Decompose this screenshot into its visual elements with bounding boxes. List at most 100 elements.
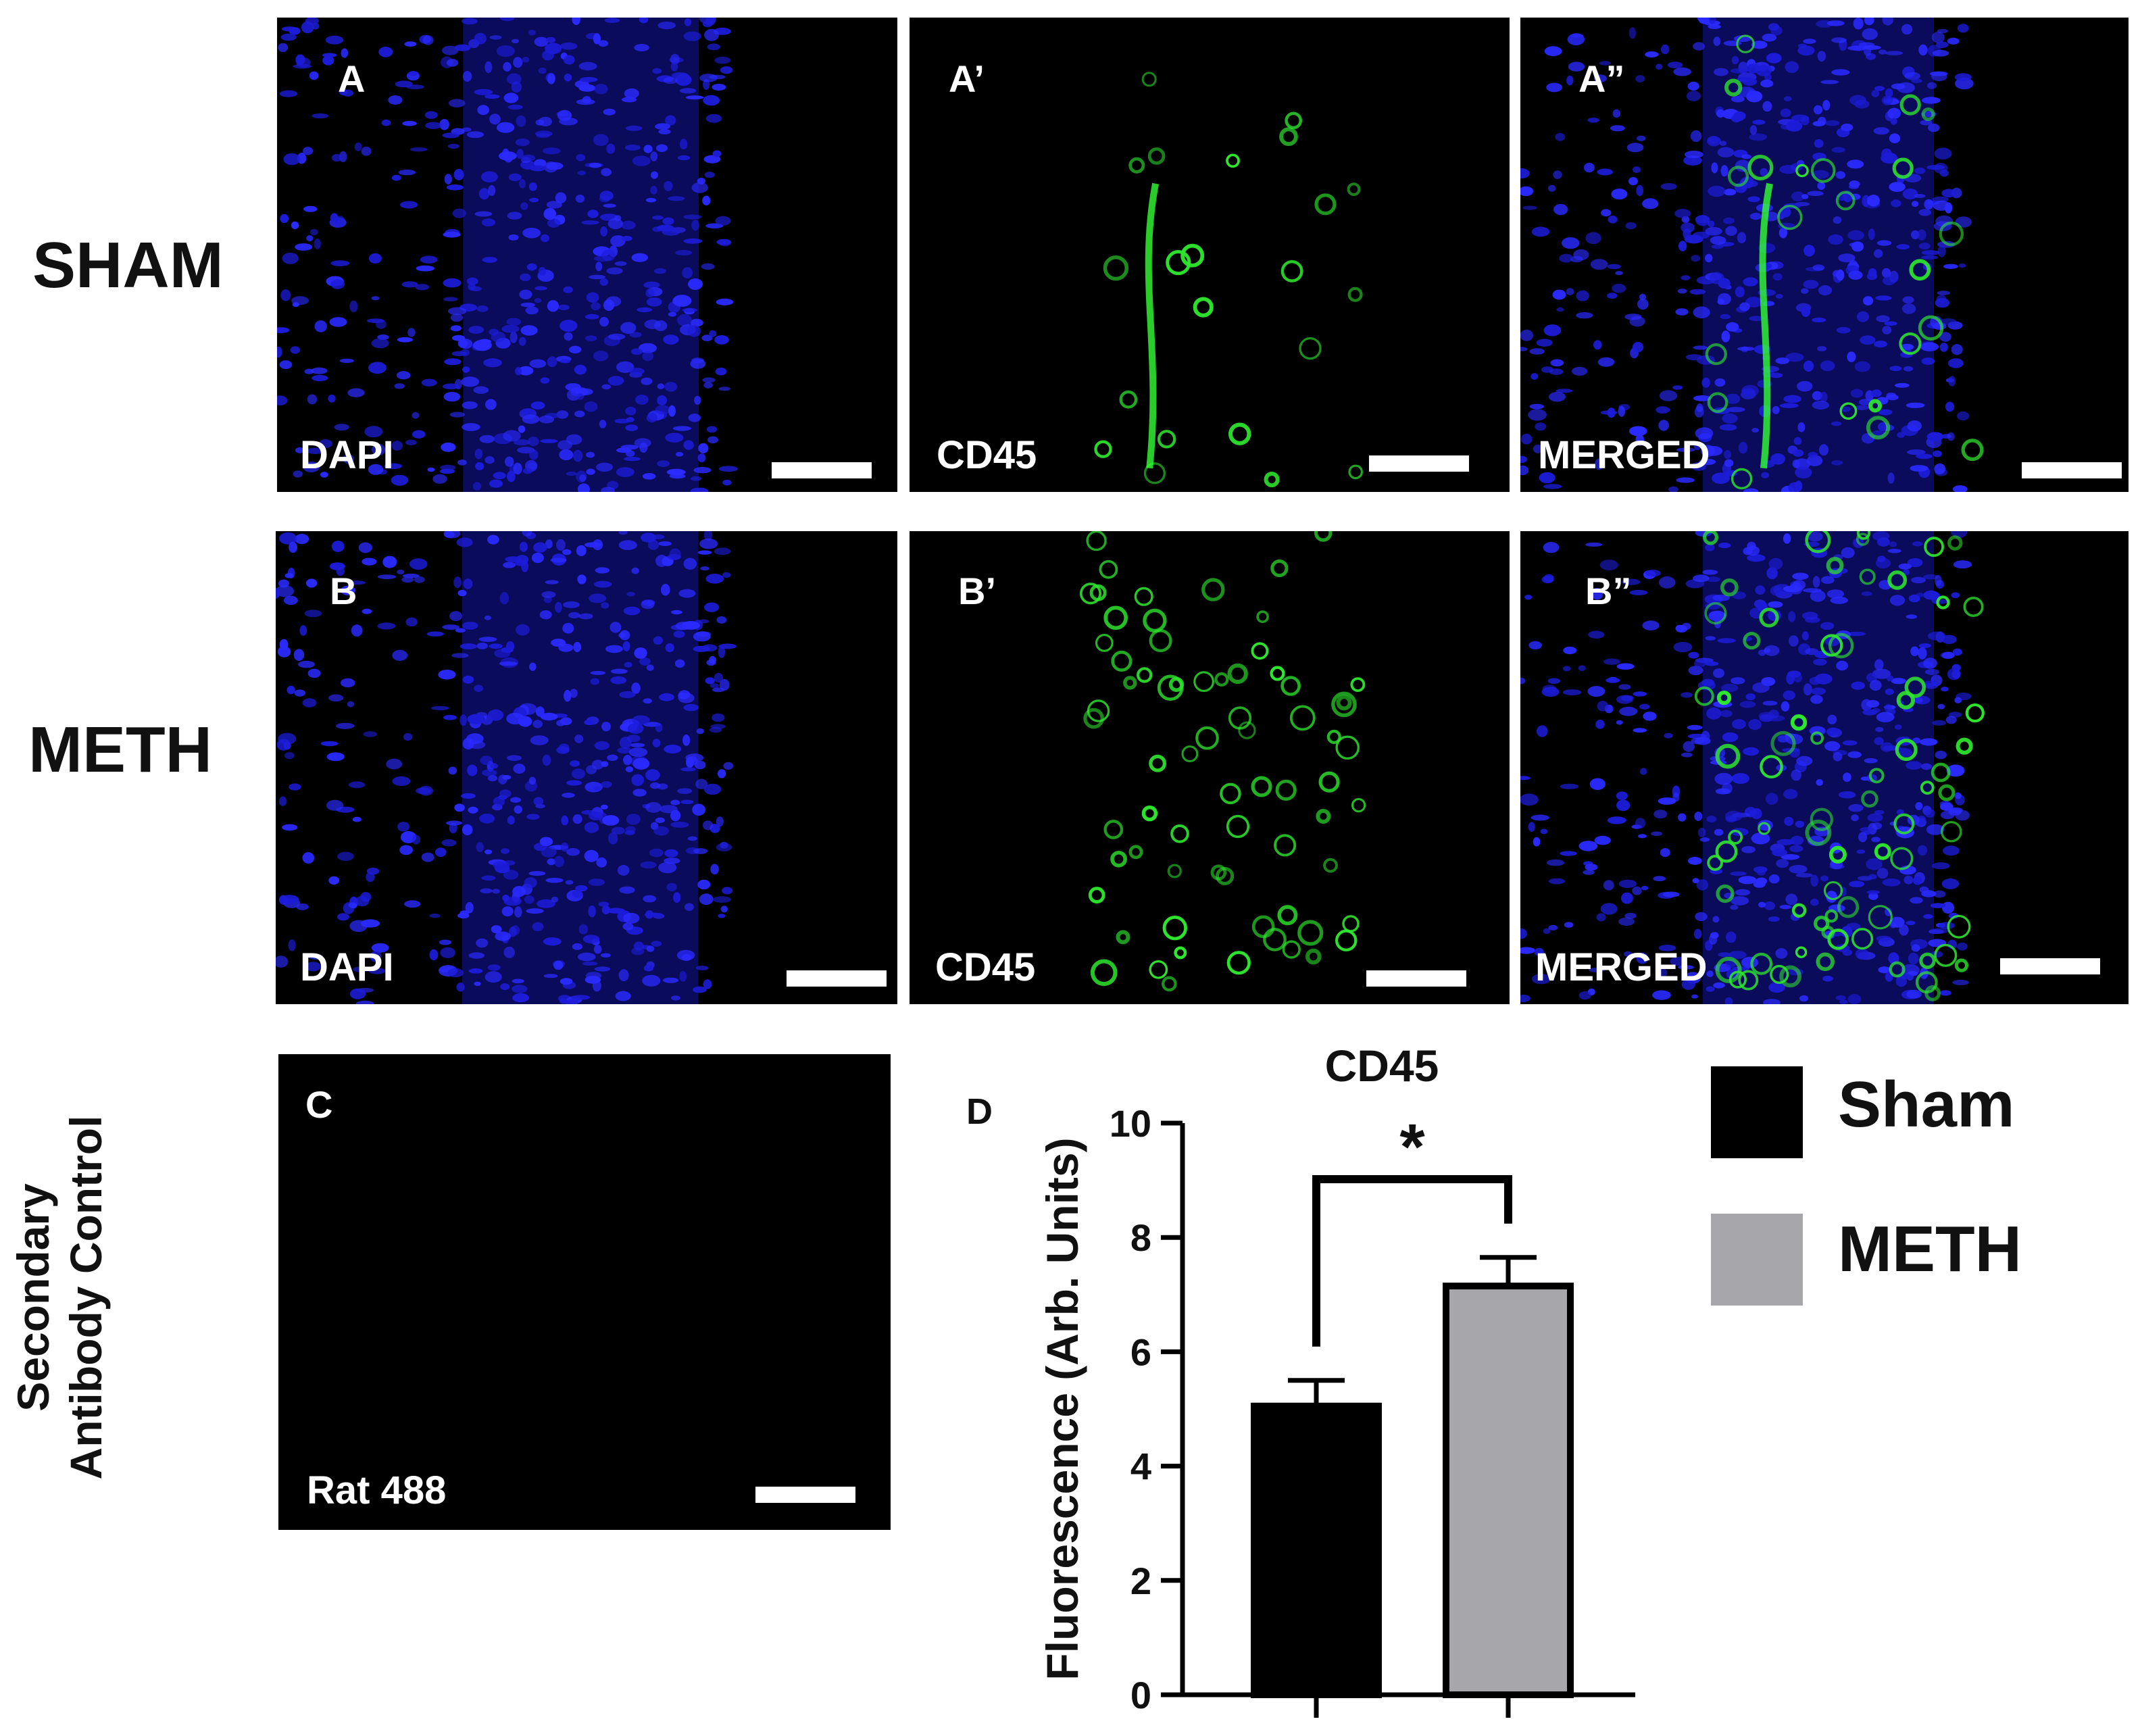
nucleus-dot: [474, 211, 493, 217]
nucleus-dot: [1645, 51, 1659, 57]
nucleus-dot: [503, 430, 521, 442]
nucleus-dot: [441, 442, 456, 452]
cd45-cell: [1705, 343, 1727, 366]
cd45-cell: [1890, 847, 1914, 870]
nucleus-dot: [1762, 101, 1772, 112]
nucleus-dot: [1544, 46, 1562, 57]
cd45-cell: [1299, 337, 1322, 360]
nucleus-dot: [479, 435, 495, 443]
nucleus-dot: [1882, 878, 1901, 887]
nucleus-dot: [474, 89, 493, 95]
cd45-cell: [1289, 705, 1316, 731]
nucleus-dot: [631, 683, 641, 694]
nucleus-dot: [1957, 411, 1970, 421]
nucleus-dot: [586, 468, 595, 475]
nucleus-dot: [378, 47, 393, 57]
nucleus-dot: [293, 470, 303, 478]
cd45-cell: [1921, 107, 1935, 122]
nucleus-dot: [558, 643, 574, 652]
nucleus-dot: [280, 895, 299, 904]
nucleus-dot: [1926, 432, 1944, 441]
nucleus-dot: [425, 122, 442, 129]
nucleus-dot: [1820, 391, 1828, 403]
nucleus-dot: [1714, 828, 1724, 836]
cd45-cell: [1936, 595, 1950, 610]
nucleus-dot: [1948, 376, 1956, 387]
nucleus-dot: [306, 447, 325, 454]
nucleus-dot: [1641, 885, 1649, 891]
nucleus-dot: [484, 849, 493, 855]
nucleus-dot: [481, 218, 495, 227]
nucleus-dot: [601, 249, 616, 262]
nucleus-dot: [518, 716, 532, 727]
nucleus-dot: [484, 456, 495, 464]
nucleus-dot: [720, 906, 728, 913]
nucleus-dot: [645, 197, 657, 203]
nucleus-dot: [1783, 533, 1791, 544]
nucleus-dot: [630, 743, 645, 747]
cd45-cell: [1743, 632, 1761, 650]
nucleus-dot: [1731, 896, 1749, 906]
nucleus-dot: [1911, 944, 1920, 952]
nucleus-dot: [329, 562, 345, 570]
cd45-cell: [1170, 824, 1189, 843]
nucleus-dot: [1524, 595, 1533, 600]
nucleus-dot: [581, 220, 599, 225]
nucleus-dot: [639, 343, 657, 353]
nucleus-dot: [526, 908, 544, 914]
nucleus-dot: [662, 217, 674, 225]
nucleus-dot: [615, 991, 631, 1001]
nucleus-dot: [279, 796, 287, 806]
nucleus-dot: [528, 29, 536, 36]
nucleus-dot: [322, 55, 334, 66]
nucleus-dot: [1735, 159, 1751, 172]
nucleus-dot: [1752, 682, 1770, 693]
nucleus-dot: [1765, 793, 1778, 805]
cd45-cell: [1728, 970, 1747, 989]
cd45-cell: [1961, 439, 1984, 462]
nucleus-dot: [589, 812, 603, 820]
nucleus-dot: [1910, 465, 1929, 472]
cd45-cell: [1956, 737, 1973, 755]
nucleus-dot: [432, 474, 447, 484]
cd45-cell: [1274, 834, 1297, 857]
nucleus-dot: [665, 115, 676, 126]
nucleus-dot: [1851, 814, 1859, 822]
nucleus-dot: [639, 658, 651, 666]
nucleus-dot: [683, 31, 701, 41]
nucleus-dot: [618, 540, 637, 550]
nucleus-dot: [546, 201, 562, 209]
cd45-cell: [1889, 961, 1906, 978]
nucleus-dot: [1748, 719, 1762, 730]
nucleus-dot: [1698, 18, 1710, 24]
nucleus-dot: [1622, 578, 1641, 585]
nucleus-dot: [623, 456, 641, 462]
nucleus-dot: [331, 541, 345, 552]
nucleus-dot: [1706, 707, 1722, 720]
nucleus-dot: [594, 84, 608, 95]
nucleus-dot: [1743, 488, 1759, 492]
nucleus-dot: [1520, 947, 1536, 954]
nucleus-dot: [559, 118, 578, 126]
nucleus-dot: [1884, 703, 1893, 713]
nucleus-dot: [508, 234, 519, 241]
nucleus-dot: [1875, 726, 1884, 733]
nucleus-dot: [653, 636, 663, 645]
cd45-cell: [1214, 672, 1229, 687]
nucleus-dot: [672, 297, 681, 305]
nucleus-dot: [1910, 646, 1919, 656]
cd45-cell: [1856, 531, 1871, 540]
nucleus-dot: [1921, 763, 1932, 770]
nucleus-dot: [611, 826, 625, 835]
nucleus-dot: [302, 698, 317, 708]
cd45-cell: [1965, 703, 1985, 723]
nucleus-dot: [1826, 727, 1840, 736]
nucleus-dot: [377, 622, 396, 630]
nucleus-dot: [528, 776, 537, 785]
nucleus-dot: [1715, 788, 1731, 795]
nucleus-dot: [565, 999, 578, 1004]
nucleus-dot: [664, 745, 682, 753]
nucleus-dot: [1930, 903, 1946, 908]
nucleus-dot: [1693, 345, 1708, 350]
nucleus-dot: [610, 676, 627, 685]
